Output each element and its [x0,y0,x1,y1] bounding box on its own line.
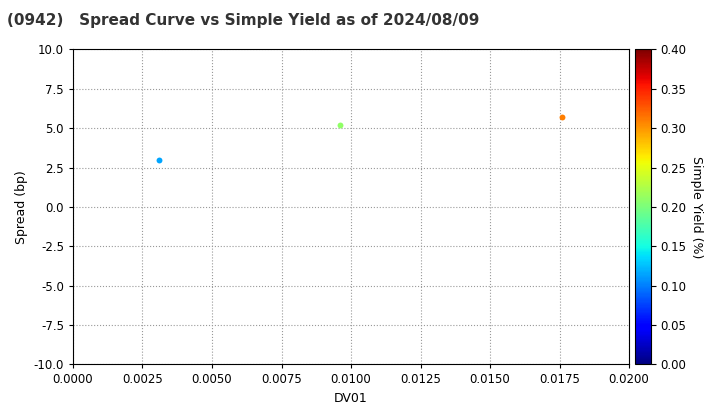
Y-axis label: Spread (bp): Spread (bp) [15,170,28,244]
Text: (0942)   Spread Curve vs Simple Yield as of 2024/08/09: (0942) Spread Curve vs Simple Yield as o… [7,13,480,28]
Point [153,156,165,163]
X-axis label: DV01: DV01 [334,392,368,405]
Y-axis label: Simple Yield (%): Simple Yield (%) [690,156,703,258]
Point [557,114,568,121]
Point [334,122,346,129]
